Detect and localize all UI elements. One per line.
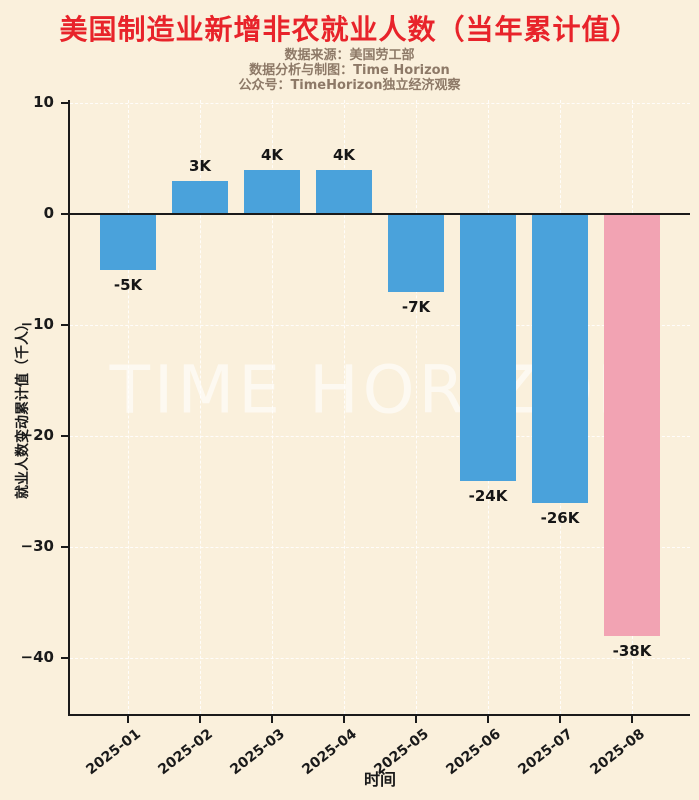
v-gridline [343,100,345,714]
bar-2025-02 [171,181,229,215]
y-tick-label: −20 [20,426,54,445]
y-tick-label: −10 [20,315,54,334]
y-tick-mark [61,102,68,105]
x-tick-label: 2025-06 [443,726,504,779]
subtitle-author: 数据分析与制图：Time Horizon [249,63,450,78]
y-axis-label: 就业人数变动累计值（千人） [15,317,31,499]
bar-2025-03 [243,169,301,215]
x-tick-mark [415,716,417,723]
x-tick-label: 2025-04 [299,726,360,779]
bar-2025-08 [603,214,661,637]
chart-subtitle: 数据来源：美国劳工部 数据分析与制图：Time Horizon 公众号：Time… [0,48,699,93]
y-tick-label: −30 [20,537,54,556]
v-gridline [199,100,201,714]
y-tick-mark [61,657,68,660]
v-gridline [271,100,273,714]
bar-value-label: 4K [260,145,284,164]
y-tick-mark [61,213,68,216]
y-tick-mark [61,435,68,438]
bar-2025-05 [387,214,445,293]
bar-2025-07 [531,214,589,504]
x-tick-mark [271,716,273,723]
x-tick-mark [127,716,129,723]
x-axis-line [68,714,690,716]
zero-line [70,213,690,216]
v-gridline [415,100,417,714]
y-tick-mark [61,324,68,327]
x-tick-mark [559,716,561,723]
y-tick-mark [61,546,68,549]
x-axis-label: 时间 [363,770,397,789]
x-tick-mark [199,716,201,723]
chart-title: 美国制造业新增非农就业人数（当年累计值） [59,13,640,46]
bar-value-label: -24K [468,486,508,505]
x-tick-label: 2025-03 [227,726,288,779]
y-tick-label: −40 [20,648,54,667]
h-gridline [70,435,690,437]
x-tick-label: 2025-02 [155,726,216,779]
bar-value-label: 3K [188,157,212,176]
bar-2025-04 [315,169,373,215]
h-gridline [70,546,690,548]
x-tick-label: 2025-05 [371,726,432,779]
bar-value-label: -26K [540,509,580,528]
bar-value-label: -5K [113,275,143,294]
bar-2025-06 [459,214,517,481]
h-gridline [70,102,690,104]
h-gridline [70,657,690,659]
h-gridline [70,324,690,326]
bar-value-label: -38K [612,642,652,661]
bar-value-label: -7K [401,298,431,317]
subtitle-channel: 公众号：TimeHorizon独立经济观察 [238,78,461,93]
x-tick-mark [343,716,345,723]
x-tick-label: 2025-08 [587,726,648,779]
x-tick-label: 2025-01 [83,726,144,779]
subtitle-data-source: 数据来源：美国劳工部 [284,48,415,63]
x-tick-mark [487,716,489,723]
bar-2025-01 [99,214,157,270]
x-tick-mark [631,716,633,723]
y-tick-label: 10 [33,93,54,112]
y-axis-line [68,100,70,716]
v-gridline [127,100,129,714]
y-tick-label: 0 [43,204,54,223]
bar-value-label: 4K [332,145,356,164]
x-tick-label: 2025-07 [515,726,576,779]
